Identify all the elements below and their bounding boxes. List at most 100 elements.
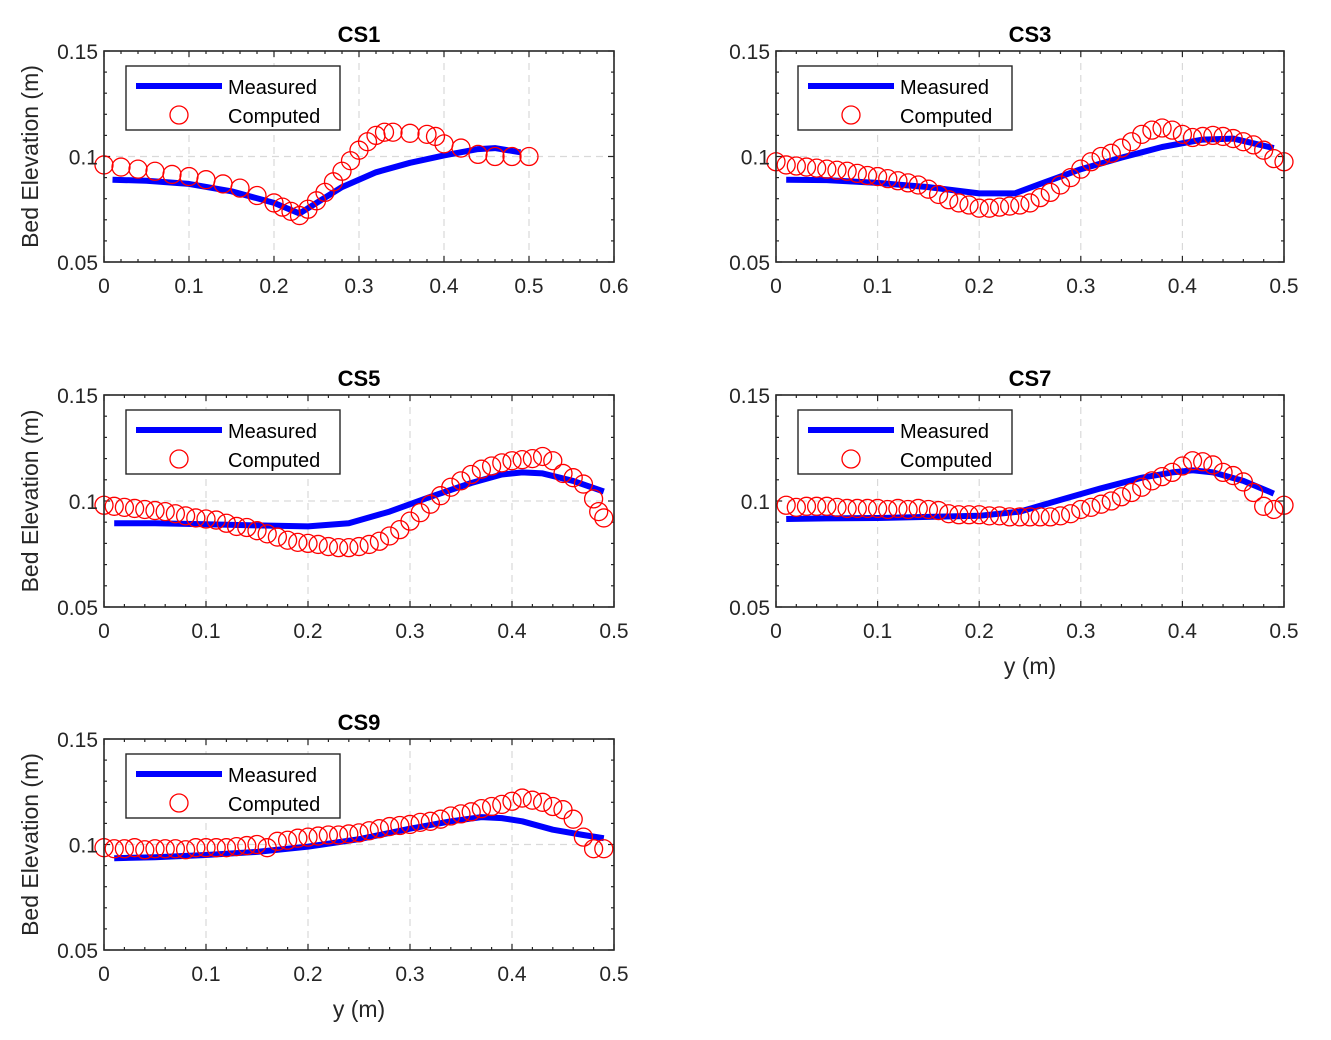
computed-point — [1040, 507, 1060, 527]
y-tick-label: 0.15 — [57, 41, 98, 64]
computed-point — [492, 453, 512, 473]
computed-point — [878, 169, 898, 189]
computed-point — [1000, 507, 1020, 527]
computed-point — [461, 464, 481, 485]
computed-point — [379, 526, 400, 546]
computed-point — [939, 190, 959, 210]
x-tick-label: 0.1 — [863, 275, 892, 298]
subplot-title: CS5 — [338, 366, 381, 391]
computed-point — [989, 197, 1010, 217]
computed-series — [94, 788, 614, 860]
computed-point — [827, 497, 847, 518]
computed-point — [165, 839, 186, 859]
computed-series — [766, 118, 1294, 218]
legend-box — [797, 65, 1013, 131]
x-tick-label: 0.3 — [1066, 620, 1095, 643]
computed-point — [1172, 456, 1193, 476]
computed-point — [1030, 507, 1050, 527]
computed-point — [857, 498, 878, 519]
computed-point — [817, 159, 837, 179]
computed-point — [441, 477, 461, 497]
legend: Measured Computed — [125, 753, 341, 819]
computed-point — [128, 159, 148, 179]
computed-point — [339, 537, 359, 558]
computed-point — [918, 499, 939, 520]
x-tick-label: 0.6 — [599, 275, 628, 298]
computed-point — [226, 836, 247, 857]
computed-point — [186, 838, 206, 858]
computed-point — [400, 123, 420, 143]
computed-point — [410, 812, 430, 832]
computed-point — [175, 840, 196, 860]
computed-point — [1010, 507, 1030, 527]
computed-point — [1223, 465, 1243, 486]
computed-point — [1254, 496, 1274, 516]
computed-point — [196, 509, 216, 529]
subplot-title: CS3 — [1009, 22, 1052, 47]
computed-point — [796, 157, 817, 177]
computed-point — [522, 448, 543, 469]
y-tick-label: 0.15 — [729, 41, 770, 64]
computed-point — [216, 838, 237, 858]
x-tick-label: 0 — [770, 620, 782, 643]
computed-point — [939, 504, 959, 524]
computed-point — [979, 506, 1000, 526]
computed-point — [1132, 124, 1152, 144]
computed-point — [216, 513, 237, 533]
legend-computed-label: Computed — [228, 450, 320, 472]
computed-point — [806, 496, 827, 516]
computed-point — [928, 184, 949, 205]
computed-point — [1020, 507, 1040, 527]
legend-computed-swatch — [841, 449, 861, 469]
x-tick-label: 0.4 — [497, 963, 527, 986]
legend-computed-swatch — [169, 793, 189, 813]
computed-point — [959, 505, 979, 525]
computed-point — [298, 533, 318, 554]
computed-point — [328, 825, 349, 845]
x-tick-label: 0 — [98, 275, 110, 298]
computed-point — [272, 197, 293, 217]
x-tick-label: 0.2 — [965, 275, 994, 298]
computed-point — [206, 510, 226, 530]
computed-point — [827, 160, 847, 180]
computed-point — [1071, 499, 1091, 520]
measured-series-line — [786, 135, 1275, 197]
y-tick-label: 0.15 — [57, 729, 98, 752]
computed-point — [837, 161, 857, 181]
computed-point — [111, 157, 131, 177]
computed-point — [451, 471, 471, 491]
computed-point — [928, 500, 949, 521]
computed-point — [1132, 477, 1152, 497]
computed-point — [1182, 127, 1203, 148]
x-tick-label: 0.1 — [174, 275, 203, 298]
legend-box — [125, 753, 341, 819]
computed-point — [594, 508, 614, 528]
computed-point — [468, 144, 488, 165]
computed-point — [1162, 120, 1182, 140]
computed-point — [277, 530, 298, 550]
computed-point — [1203, 455, 1223, 475]
x-tick-label: 0.2 — [293, 963, 322, 986]
computed-point — [298, 827, 318, 847]
computed-point — [481, 796, 502, 817]
computed-point — [349, 536, 369, 557]
measured-series-line — [114, 469, 605, 530]
computed-point — [1142, 471, 1162, 491]
computed-point — [573, 827, 594, 847]
computed-point — [390, 815, 410, 836]
computed-point — [145, 839, 165, 859]
computed-point — [543, 796, 563, 817]
computed-point — [196, 838, 216, 858]
computed-series — [776, 451, 1294, 527]
x-tick-label: 0 — [98, 620, 110, 643]
computed-point — [1071, 159, 1091, 179]
computed-point — [1121, 132, 1142, 152]
computed-point — [318, 536, 339, 557]
computed-point — [1010, 195, 1030, 215]
computed-point — [485, 146, 505, 167]
computed-point — [308, 534, 328, 555]
x-tick-label: 0.2 — [293, 620, 322, 643]
legend: Measured Computed — [797, 409, 1013, 475]
computed-point — [267, 527, 288, 547]
legend-computed-label: Computed — [228, 106, 320, 128]
